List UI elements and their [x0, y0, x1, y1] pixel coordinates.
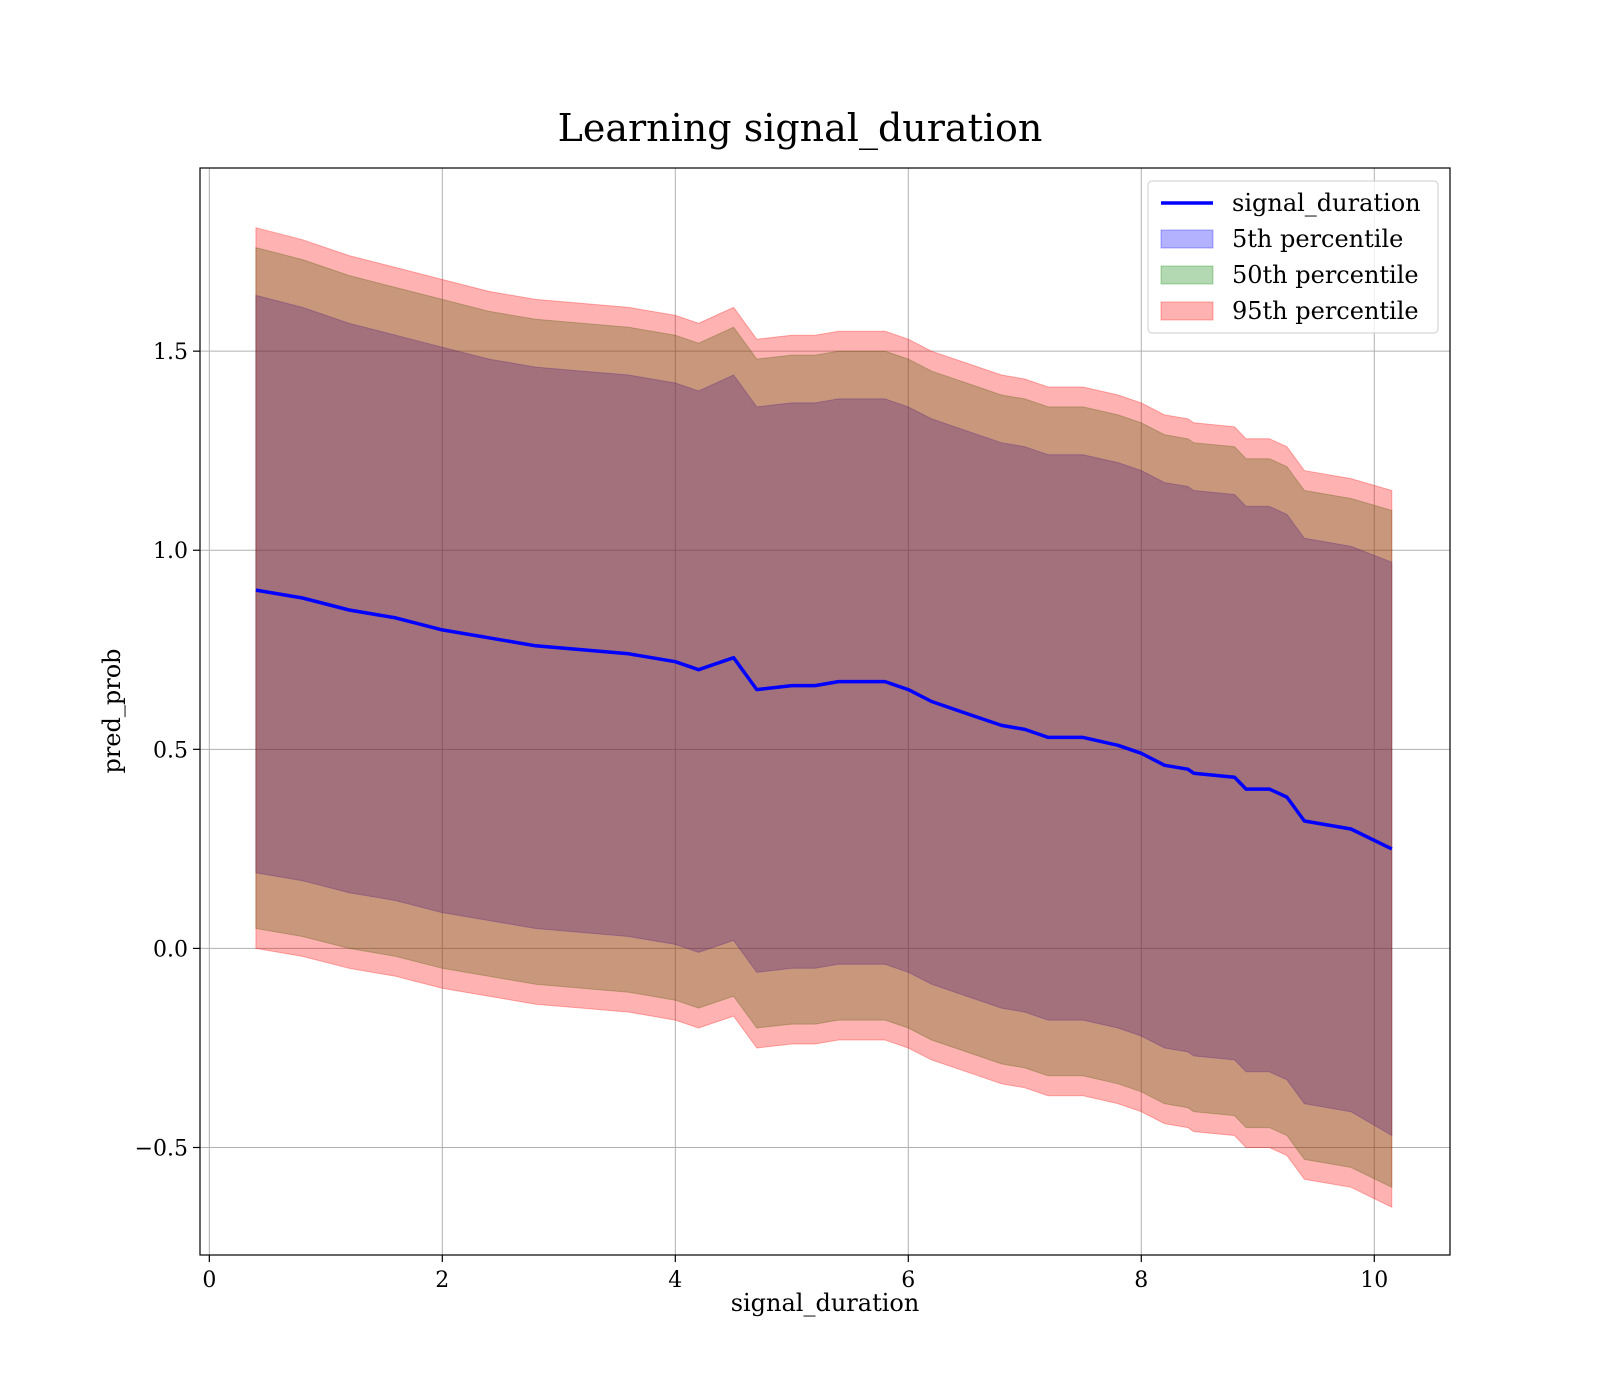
x-tick-label-5: 10 [1360, 1268, 1388, 1293]
legend: signal_duration 5th percentile 50th percen… [1147, 180, 1439, 334]
y-tick-label-3: 1.0 [153, 539, 188, 564]
legend-label-3: 95th percentile [1232, 297, 1419, 325]
y-tick-label-2: 0.5 [153, 738, 188, 763]
legend-label-1: 5th percentile [1232, 225, 1403, 253]
legend-swatch-2 [1160, 265, 1214, 285]
series-lines [255, 588, 1393, 851]
legend-label-2: 50th percentile [1232, 261, 1419, 289]
x-tick-label-2: 4 [668, 1268, 682, 1293]
legend-label-0: signal_duration [1232, 189, 1421, 217]
percentile-bands [255, 227, 1393, 1209]
band-1 [255, 246, 1393, 1189]
band-2 [255, 227, 1393, 1209]
x-axis-ticks: 0 2 4 6 8 10 [202, 1255, 1388, 1293]
x-axis-label: signal_duration [731, 1289, 920, 1317]
y-tick-label-4: 1.5 [153, 340, 188, 365]
y-axis-ticks: −0.5 0.0 0.5 1.0 1.5 [135, 340, 200, 1161]
x-tick-label-1: 2 [435, 1268, 449, 1293]
grid [200, 168, 1450, 1255]
legend-swatch-1 [1160, 229, 1214, 249]
legend-box [1147, 180, 1439, 334]
chart-title: Learning signal_duration [558, 106, 1043, 151]
x-tick-label-4: 8 [1134, 1268, 1148, 1293]
series-line-0 [255, 588, 1393, 851]
y-axis-label: pred_prob [98, 648, 126, 773]
plot-frame [199, 167, 1451, 1256]
y-tick-label-1: 0.0 [153, 937, 188, 962]
legend-swatch-3 [1160, 301, 1214, 321]
x-tick-label-0: 0 [202, 1268, 216, 1293]
x-tick-label-3: 6 [901, 1268, 915, 1293]
y-tick-label-0: −0.5 [135, 1136, 188, 1161]
band-0 [255, 294, 1393, 1137]
